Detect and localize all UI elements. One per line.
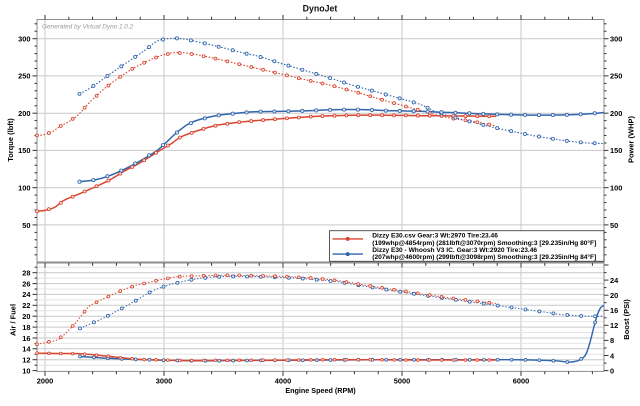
svg-text:0: 0 — [610, 366, 614, 375]
svg-text:16: 16 — [610, 306, 618, 315]
svg-text:250: 250 — [18, 72, 30, 81]
svg-text:Air / Fuel: Air / Fuel — [9, 304, 18, 336]
svg-text:Dizzy E30 - Whoosh V3 IC. Gear: Dizzy E30 - Whoosh V3 IC. Gear:3 Wt:2920… — [372, 247, 537, 254]
svg-text:12: 12 — [22, 356, 30, 365]
svg-text:10: 10 — [22, 366, 30, 375]
svg-text:Dizzy E30.csv Gear:3 Wt:2970 T: Dizzy E30.csv Gear:3 Wt:2970 Tire:23.46 — [372, 233, 498, 240]
svg-text:22: 22 — [22, 301, 30, 310]
svg-text:14: 14 — [22, 345, 31, 354]
svg-text:Engine Speed (RPM): Engine Speed (RPM) — [285, 386, 356, 395]
svg-text:100: 100 — [18, 184, 30, 193]
svg-text:250: 250 — [610, 72, 622, 81]
svg-text:4000: 4000 — [275, 377, 291, 386]
svg-text:5000: 5000 — [394, 377, 410, 386]
svg-text:300: 300 — [610, 35, 622, 44]
svg-text:2000: 2000 — [37, 377, 53, 386]
svg-text:300: 300 — [18, 35, 30, 44]
svg-text:20: 20 — [22, 312, 30, 321]
svg-text:6000: 6000 — [513, 377, 529, 386]
svg-text:(207whp@4600rpm) (299lbft@3098: (207whp@4600rpm) (299lbft@3098rpm) Smoot… — [372, 253, 596, 261]
svg-text:8: 8 — [610, 336, 614, 345]
svg-text:Generated by Virtual Dyno 1.0.: Generated by Virtual Dyno 1.0.2 — [42, 24, 134, 31]
svg-text:3000: 3000 — [156, 377, 172, 386]
svg-text:Torque (lbft): Torque (lbft) — [6, 118, 15, 162]
svg-text:Power (WHP): Power (WHP) — [627, 115, 636, 163]
svg-text:DynoJet: DynoJet — [303, 4, 338, 14]
svg-text:200: 200 — [18, 109, 30, 118]
svg-text:12: 12 — [610, 321, 618, 330]
svg-text:24: 24 — [610, 276, 619, 285]
svg-text:4: 4 — [610, 351, 615, 360]
svg-text:20: 20 — [610, 291, 618, 300]
svg-text:100: 100 — [610, 184, 622, 193]
svg-text:200: 200 — [610, 109, 622, 118]
svg-text:150: 150 — [18, 146, 30, 155]
svg-text:Boost (PSI): Boost (PSI) — [622, 299, 631, 340]
svg-text:(199whp@4854rpm) (281lbft@3070: (199whp@4854rpm) (281lbft@3070rpm) Smoot… — [372, 239, 596, 247]
svg-text:150: 150 — [610, 146, 622, 155]
svg-text:26: 26 — [22, 279, 30, 288]
svg-text:28: 28 — [22, 269, 30, 278]
svg-text:18: 18 — [22, 323, 30, 332]
svg-text:50: 50 — [22, 221, 30, 230]
svg-text:16: 16 — [22, 334, 30, 343]
svg-text:24: 24 — [22, 290, 31, 299]
svg-text:50: 50 — [610, 221, 618, 230]
